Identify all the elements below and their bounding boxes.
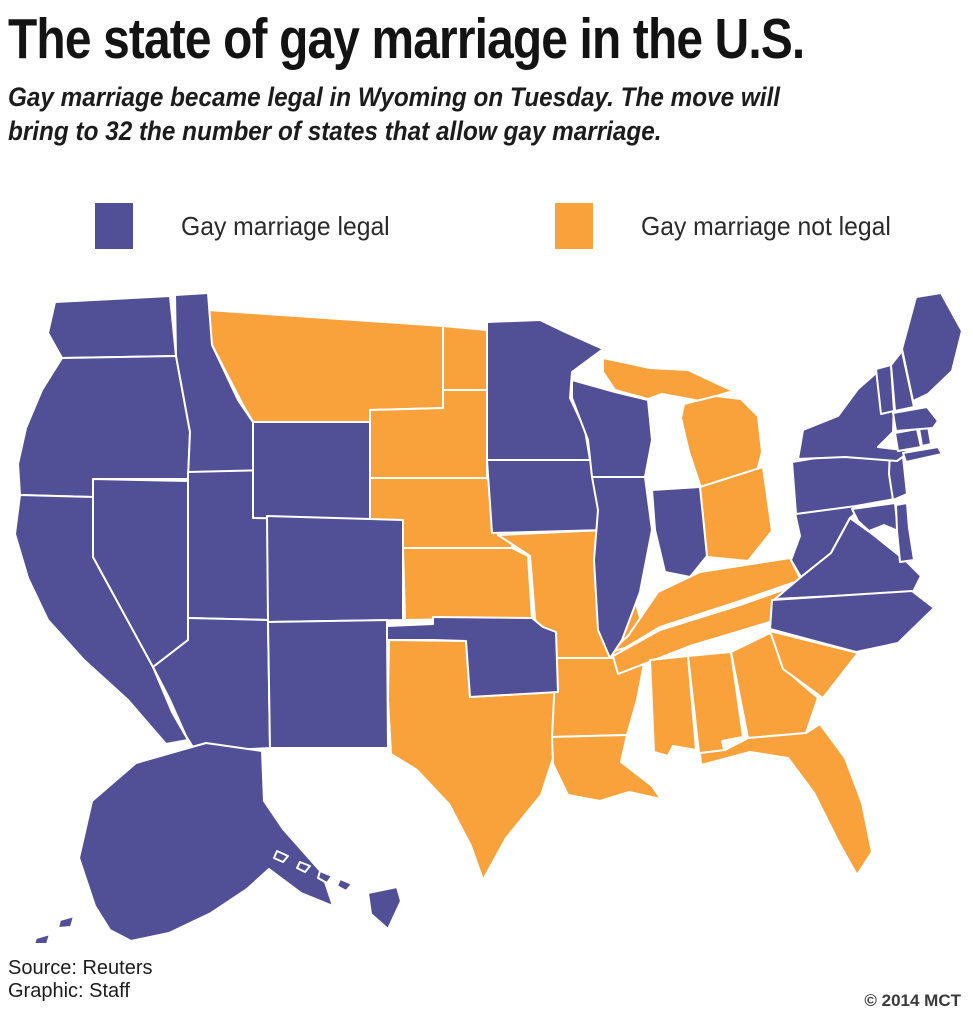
state-connecticut (894, 428, 922, 452)
state-washington (47, 295, 177, 359)
state-hawaii-island-1 (273, 850, 289, 863)
credit-line: Graphic: Staff (8, 980, 130, 1002)
state-alaska-island-1 (57, 915, 75, 929)
legend-swatch-legal (95, 203, 133, 249)
state-florida (699, 723, 873, 876)
state-wyoming (252, 421, 371, 521)
state-alaska-island-2 (33, 933, 51, 945)
source-line: Source: Reuters (8, 957, 153, 979)
legend: Gay marriage legal Gay marriage not lega… (0, 203, 973, 263)
legend-item-not-legal: Gay marriage not legal (555, 203, 904, 249)
state-hawaii-island-4 (336, 878, 353, 892)
state-new-hampshire (890, 350, 915, 412)
state-north-dakota (442, 325, 488, 391)
subtitle: Gay marriage became legal in Wyoming on … (8, 80, 780, 148)
legend-label-not-legal: Gay marriage not legal (641, 210, 891, 241)
state-illinois (591, 476, 653, 659)
legend-label-legal: Gay marriage legal (181, 210, 390, 241)
state-michigan-upper (602, 357, 734, 402)
us-map (0, 270, 973, 970)
state-alaska (78, 742, 334, 942)
state-oklahoma (386, 616, 559, 698)
state-maryland (851, 502, 899, 532)
state-maine (901, 292, 963, 402)
state-new-mexico (267, 619, 389, 749)
subtitle-line-1: Gay marriage became legal in Wyoming on … (8, 82, 781, 112)
state-hawaii-island-2 (296, 861, 311, 873)
state-north-carolina (769, 590, 935, 653)
state-kansas (402, 547, 533, 621)
state-massachusetts (892, 406, 939, 432)
state-colorado (266, 515, 404, 623)
copyright: © 2014 MCT (864, 991, 961, 1010)
state-montana (207, 309, 444, 423)
state-delaware (895, 502, 915, 563)
state-hawaii-big-island (367, 886, 402, 930)
state-louisiana (551, 734, 662, 802)
page-title: The state of gay marriage in the U.S. (8, 7, 805, 71)
subtitle-line-2: bring to 32 the number of states that al… (8, 116, 662, 146)
footer-source: Source: Reuters Graphic: Staff (8, 957, 153, 1003)
state-new-york-long-island (902, 446, 943, 463)
state-indiana (651, 486, 708, 578)
state-hawaii-island-3 (317, 870, 333, 884)
legend-item-legal: Gay marriage legal (95, 203, 401, 249)
us-map-svg (14, 292, 963, 945)
legend-swatch-not-legal (555, 203, 593, 249)
state-oregon (17, 355, 191, 498)
